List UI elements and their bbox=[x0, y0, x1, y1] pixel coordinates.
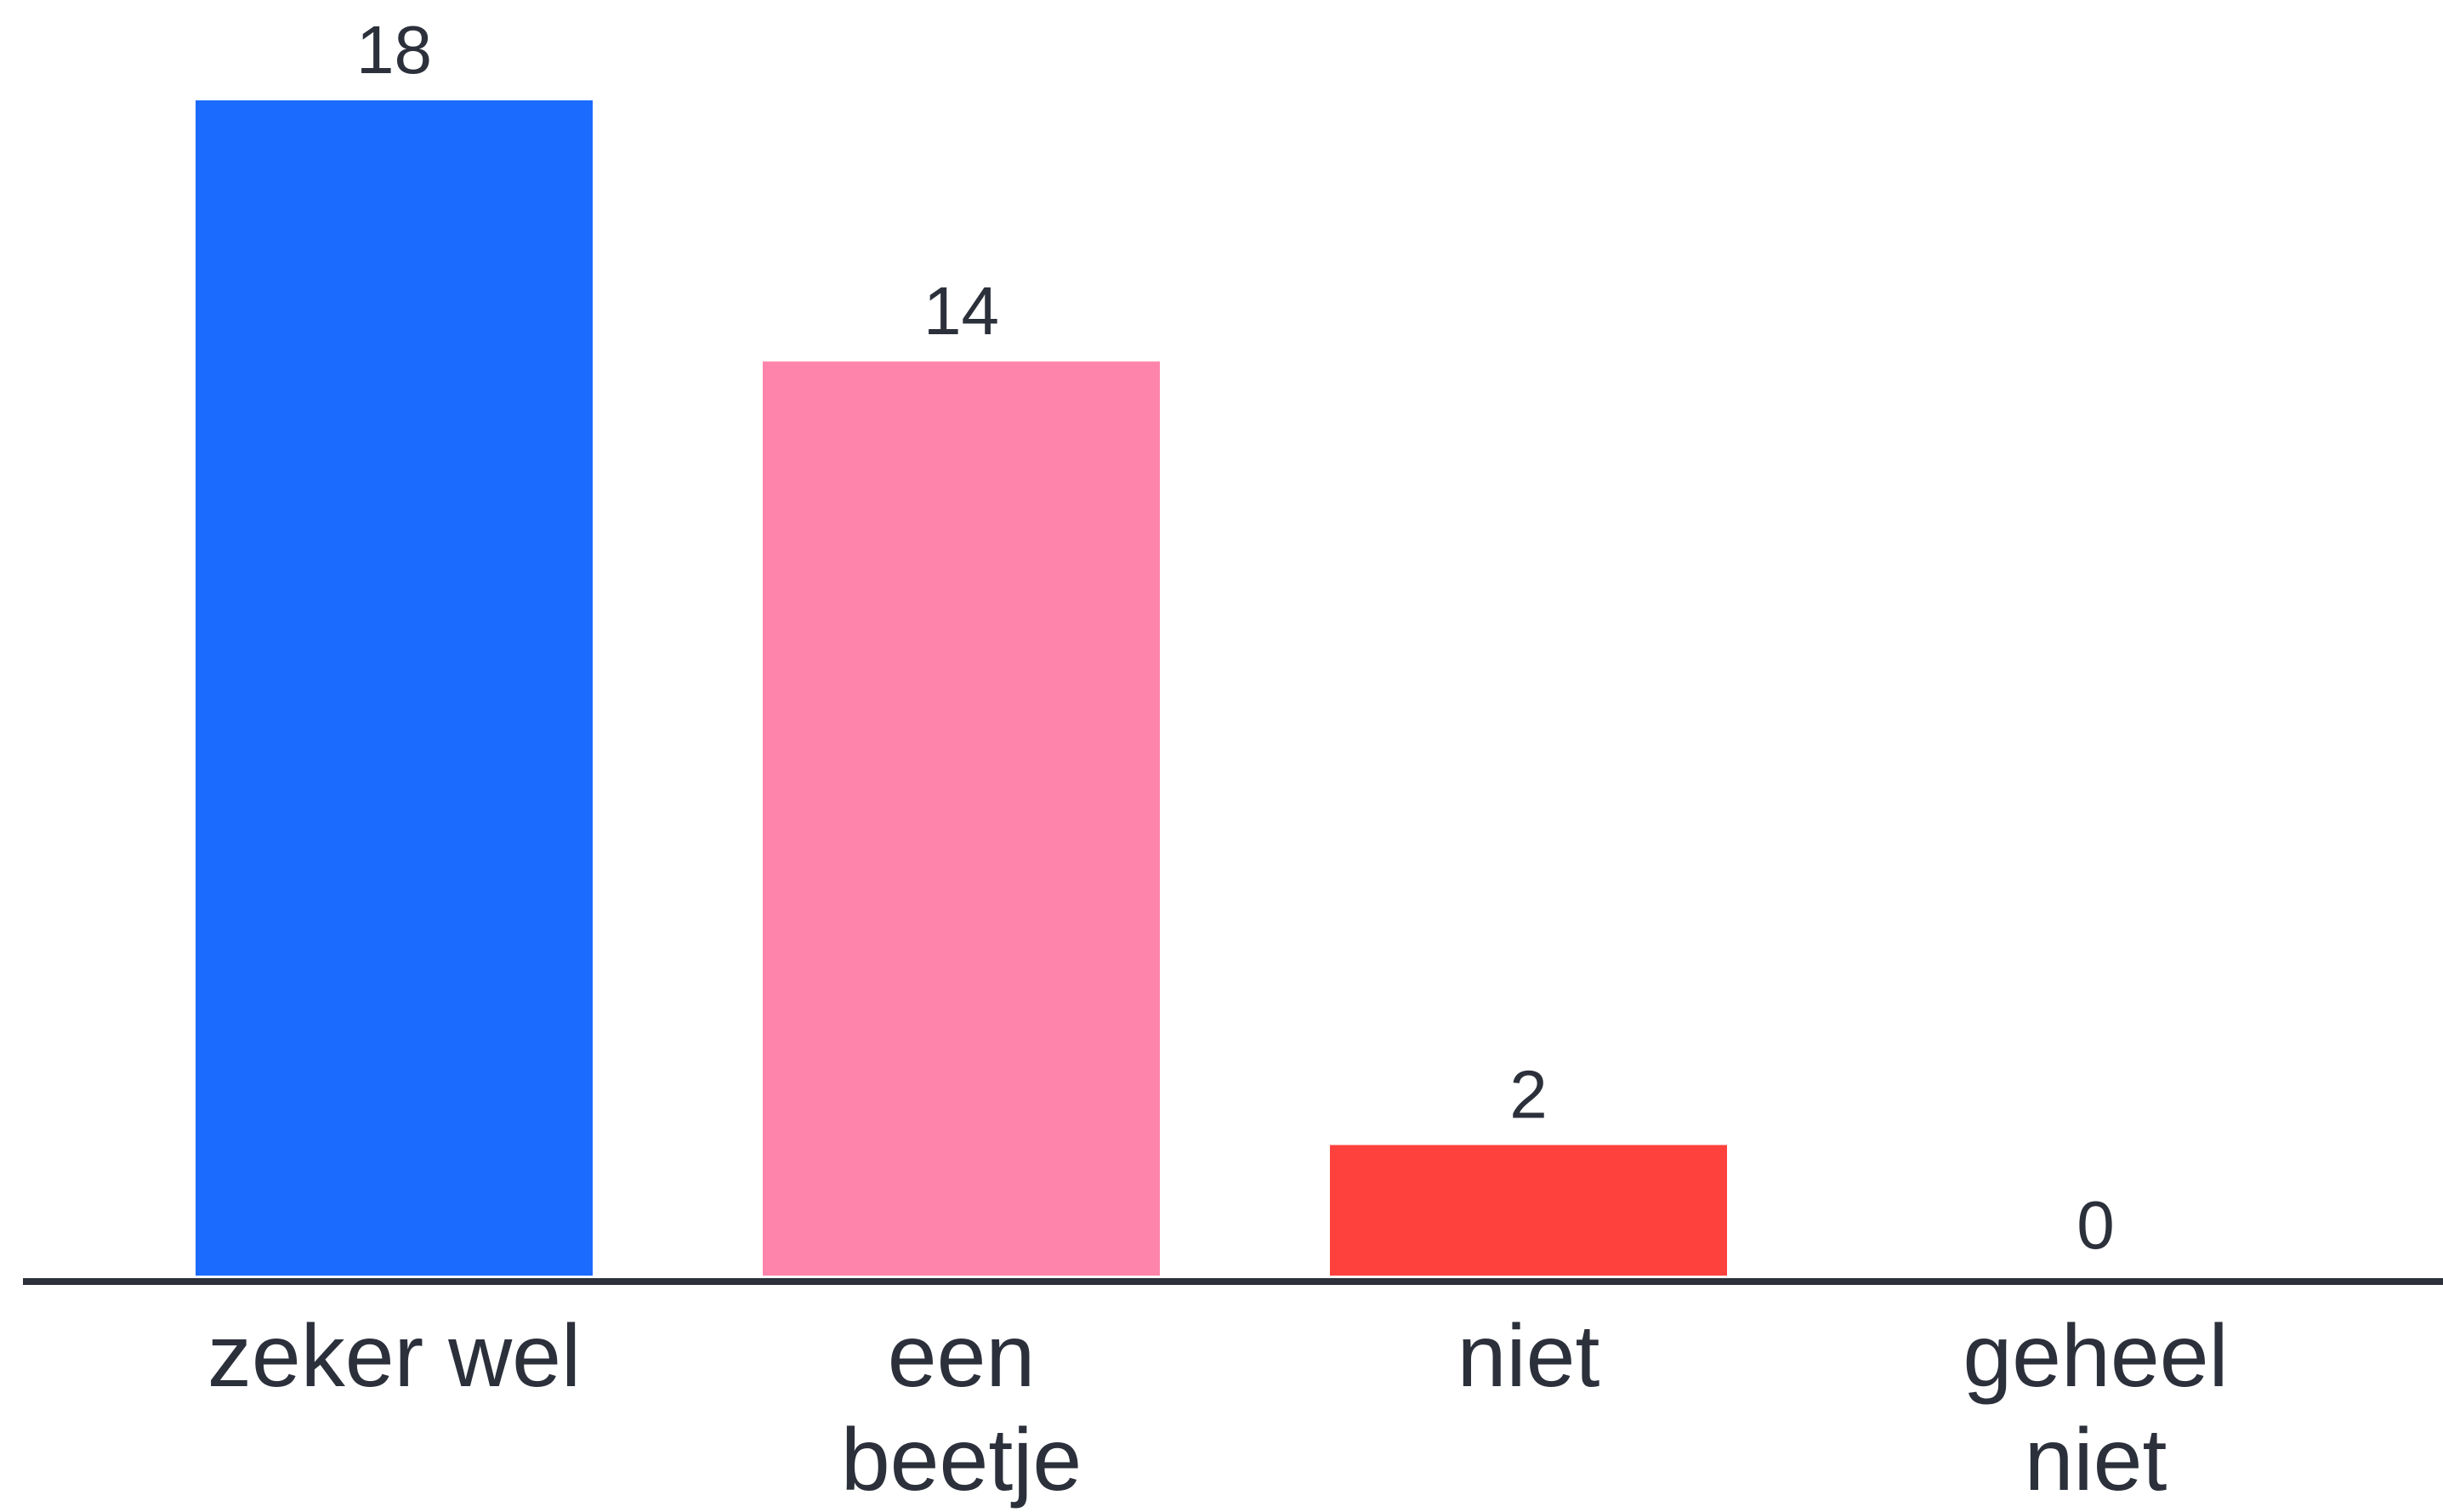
category-label-niet: niet bbox=[1457, 1307, 1600, 1406]
value-label-niet: 2 bbox=[1509, 1056, 1548, 1132]
bar-niet bbox=[1330, 1145, 1727, 1276]
value-label-zeker-wel: 18 bbox=[356, 12, 432, 88]
bars-layer bbox=[196, 100, 1727, 1276]
category-label-zeker-wel: zeker wel bbox=[207, 1307, 581, 1406]
labels-layer: 18 zeker wel 14 een beetje 2 niet 0 geheel niet bbox=[207, 12, 2229, 1509]
value-label-geheel-niet: 0 bbox=[2077, 1187, 2115, 1263]
bar-een-beetje bbox=[763, 361, 1160, 1276]
category-label-geheel-niet: geheel niet bbox=[1963, 1307, 2228, 1509]
bar-zeker-wel bbox=[196, 100, 593, 1276]
value-label-een-beetje: 14 bbox=[923, 273, 999, 349]
category-label-een-beetje: een beetje bbox=[841, 1307, 1082, 1509]
